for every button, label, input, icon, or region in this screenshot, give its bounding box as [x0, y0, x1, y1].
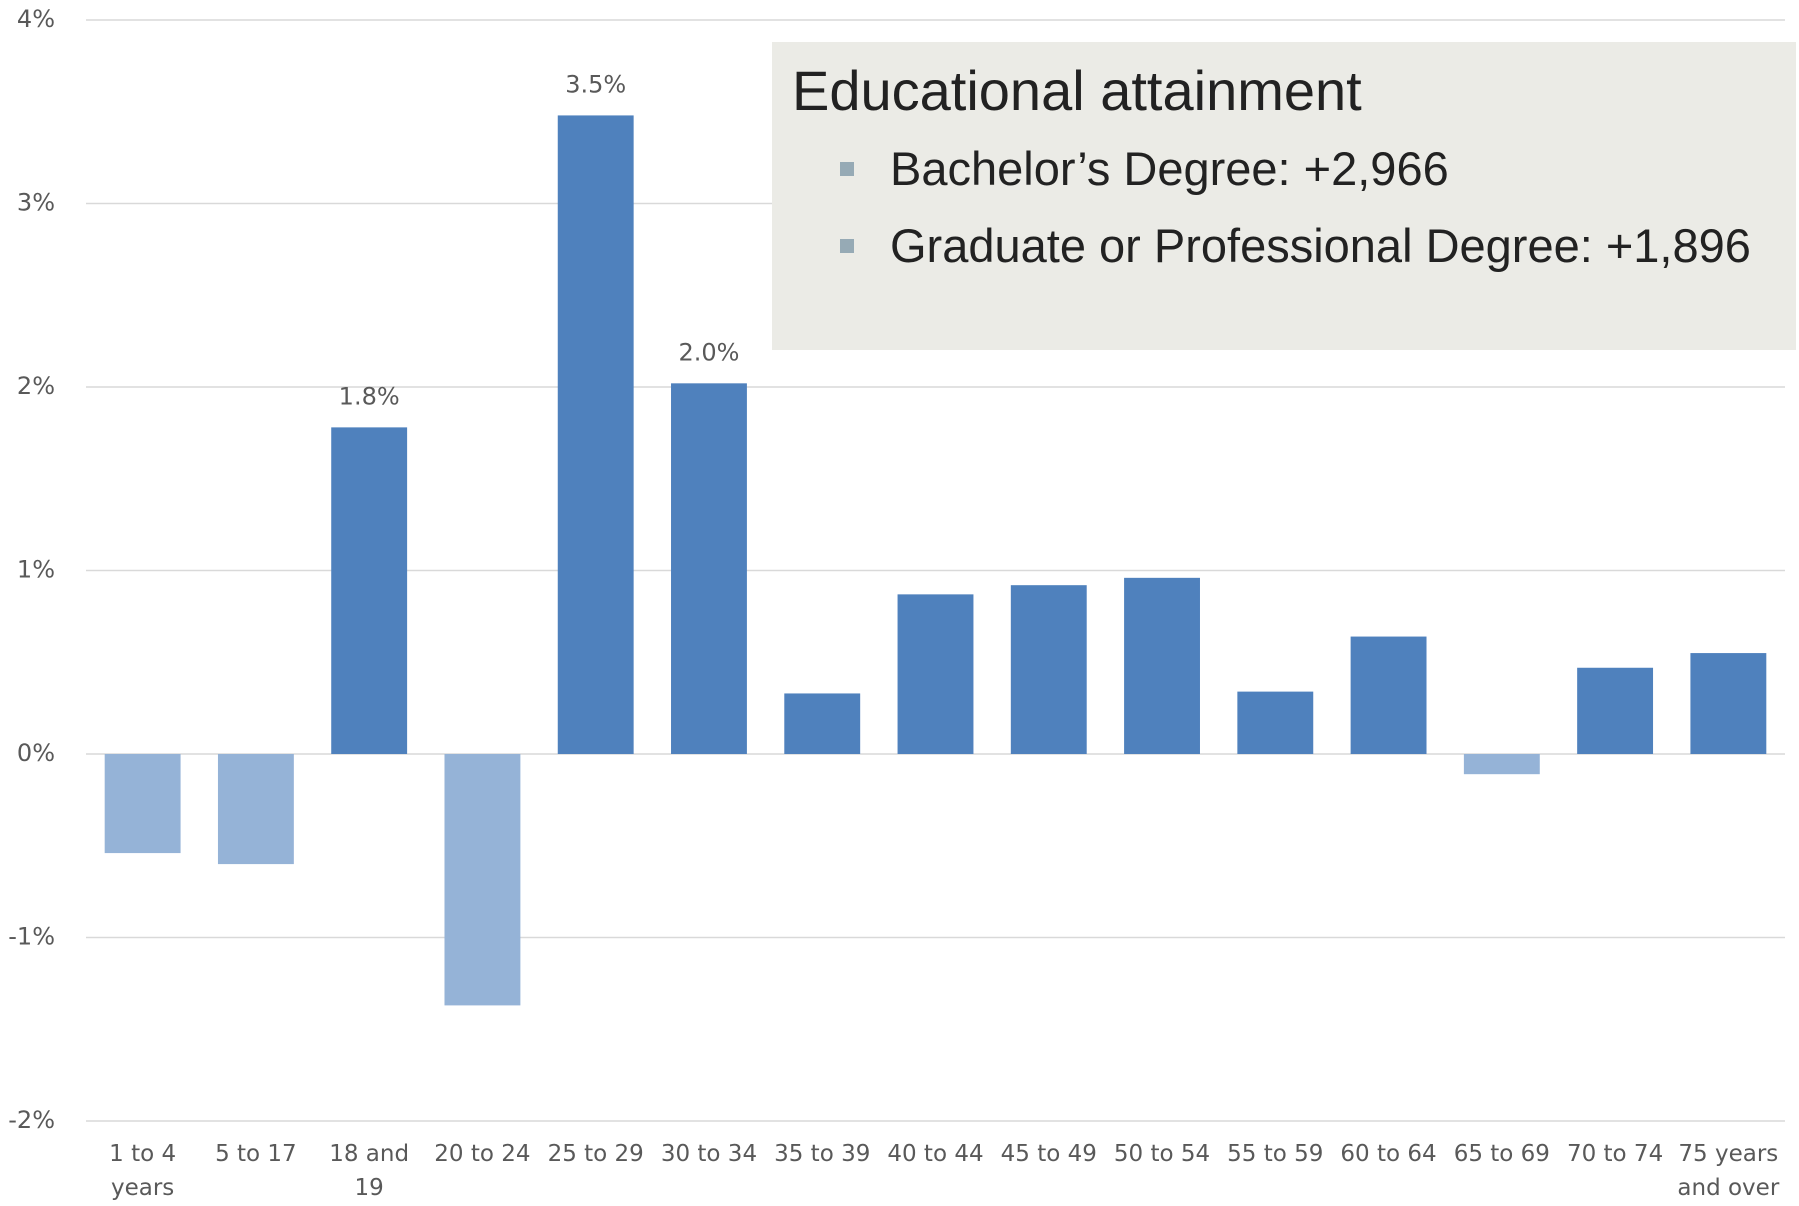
x-tick-label: 50 to 54 — [1113, 1141, 1211, 1167]
annotation-item: Bachelor’s Degree: +2,966 — [840, 141, 1776, 196]
y-tick-label: 2% — [17, 372, 55, 400]
x-tick-label: 30 to 34 — [660, 1141, 758, 1167]
x-tick-label: 18 and 19 — [329, 1141, 410, 1201]
data-label: 2.0% — [678, 338, 739, 366]
bar — [217, 754, 294, 865]
x-tick-label: 45 to 49 — [1000, 1141, 1097, 1167]
y-tick-label: 3% — [17, 189, 55, 217]
bar — [331, 427, 408, 754]
bar — [1690, 653, 1767, 754]
bar — [557, 115, 634, 755]
x-tick-label: 55 to 59 — [1227, 1141, 1324, 1167]
x-tick-label: 60 to 64 — [1340, 1141, 1437, 1167]
marker — [840, 161, 854, 176]
x-tick-label: 65 to 69 — [1453, 1141, 1550, 1167]
annotation-text: Bachelor’s Degree: +2,966 — [890, 142, 1449, 195]
bar — [1237, 691, 1314, 754]
x-tick-label: 75 years and over — [1677, 1141, 1780, 1201]
x-tick-label: 25 to 29 — [547, 1141, 644, 1167]
y-tick-label: -1% — [8, 923, 55, 951]
bar — [1010, 585, 1087, 754]
annotation-box: Educational attainment Bachelor’s Degree… — [772, 42, 1796, 350]
bar — [671, 383, 747, 754]
bar — [444, 754, 521, 1006]
y-tick-label: -2% — [8, 1106, 55, 1134]
data-label: 1.8% — [339, 382, 400, 410]
annotation-item: Graduate or Professional Degree: +1,896 — [840, 218, 1776, 273]
bar — [1577, 667, 1654, 754]
bar — [104, 754, 181, 854]
bar — [784, 693, 861, 754]
marker — [840, 238, 854, 253]
bar — [1124, 577, 1200, 754]
data-label: 3.5% — [565, 70, 626, 98]
y-tick-label: 4% — [17, 5, 55, 33]
x-tick-label: 35 to 39 — [774, 1141, 871, 1167]
x-tick-label: 1 to 4 years — [109, 1141, 177, 1201]
y-tick-label: 1% — [17, 556, 55, 584]
y-tick-label: 0% — [17, 739, 55, 767]
x-tick-label: 20 to 24 — [434, 1141, 531, 1167]
annotation-text: Graduate or Professional Degree: +1,896 — [890, 219, 1751, 272]
x-tick-label: 70 to 74 — [1566, 1141, 1664, 1167]
annotation-title: Educational attainment — [792, 59, 1362, 122]
bar — [897, 594, 974, 754]
x-tick-label: 5 to 17 — [215, 1141, 297, 1167]
bar — [1350, 636, 1427, 754]
x-tick-label: 40 to 44 — [887, 1141, 984, 1167]
bar — [1463, 754, 1540, 775]
